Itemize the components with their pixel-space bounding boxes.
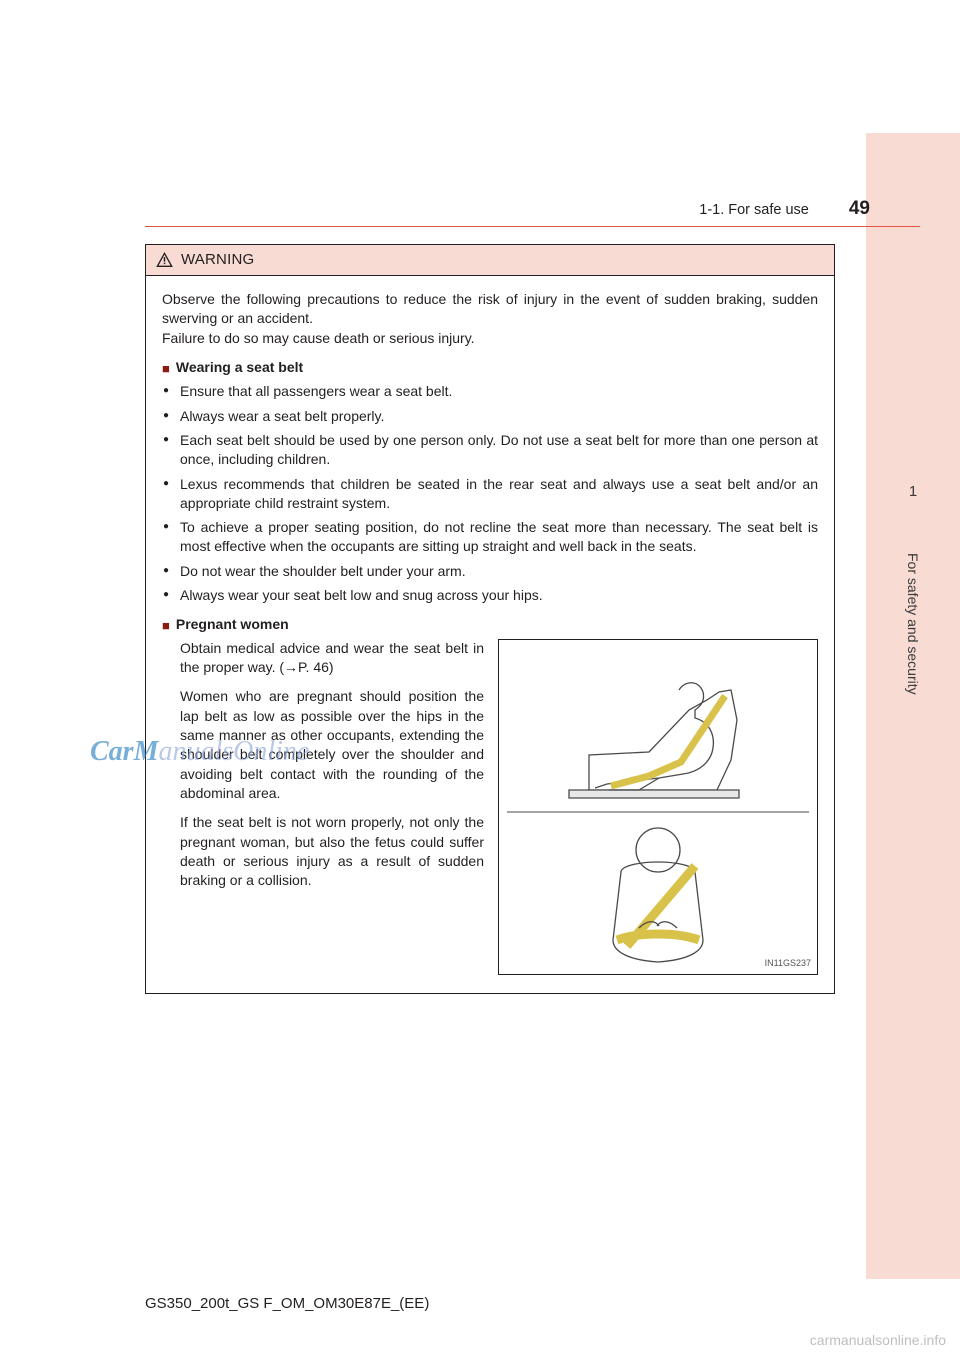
list-item: Each seat belt should be used by one per… [180, 431, 818, 470]
list-item: Ensure that all passengers wear a seat b… [180, 382, 818, 401]
section-wearing-label: Wearing a seat belt [176, 358, 303, 377]
watermark-url: carmanualsonline.info [810, 1332, 946, 1348]
warning-icon [156, 252, 173, 267]
list-item: Always wear your seat belt low and snug … [180, 586, 818, 605]
chapter-label: For safety and security [866, 553, 960, 753]
content-area: WARNING Observe the following precaution… [145, 244, 835, 994]
pregnant-text: Obtain medical advice and wear the seat … [180, 639, 484, 975]
warning-title: WARNING [181, 251, 254, 268]
page-header: 1-1. For safe use 49 [145, 198, 870, 220]
section-breadcrumb: 1-1. For safe use [699, 202, 809, 218]
warning-body: Observe the following precautions to red… [146, 276, 834, 993]
illustration-id: IN11GS237 [765, 957, 811, 969]
doc-id-footer: GS350_200t_GS F_OM_OM30E87E_(EE) [145, 1295, 429, 1312]
section-pregnant-header: ■ Pregnant women [162, 615, 818, 634]
warning-intro-1: Observe the following precautions to red… [162, 290, 818, 329]
warning-box: WARNING Observe the following precaution… [145, 244, 835, 994]
section-marker-icon: ■ [162, 619, 170, 632]
list-item: Always wear a seat belt properly. [180, 407, 818, 426]
pregnant-illustration: IN11GS237 [498, 639, 818, 975]
manual-page: 1 For safety and security 1-1. For safe … [0, 0, 960, 1358]
pregnant-p1: Obtain medical advice and wear the seat … [180, 639, 484, 678]
list-item: Lexus recommends that children be seated… [180, 475, 818, 514]
pregnant-p3: If the seat belt is not worn properly, n… [180, 813, 484, 890]
pregnant-p2: Women who are pregnant should position t… [180, 687, 484, 803]
wearing-bullet-list: Ensure that all passengers wear a seat b… [162, 382, 818, 605]
page-number: 49 [849, 198, 870, 220]
chapter-number: 1 [866, 483, 960, 500]
seatbelt-diagram-icon [499, 640, 817, 976]
list-item: Do not wear the shoulder belt under your… [180, 562, 818, 581]
warning-intro-2: Failure to do so may cause death or seri… [162, 329, 818, 348]
header-rule [145, 226, 920, 227]
pregnant-content: Obtain medical advice and wear the seat … [162, 639, 818, 975]
section-marker-icon: ■ [162, 362, 170, 375]
section-pregnant-label: Pregnant women [176, 615, 289, 634]
section-wearing-header: ■ Wearing a seat belt [162, 358, 818, 377]
chapter-tab: 1 For safety and security [866, 133, 960, 1279]
list-item: To achieve a proper seating position, do… [180, 518, 818, 557]
warning-header: WARNING [146, 245, 834, 276]
